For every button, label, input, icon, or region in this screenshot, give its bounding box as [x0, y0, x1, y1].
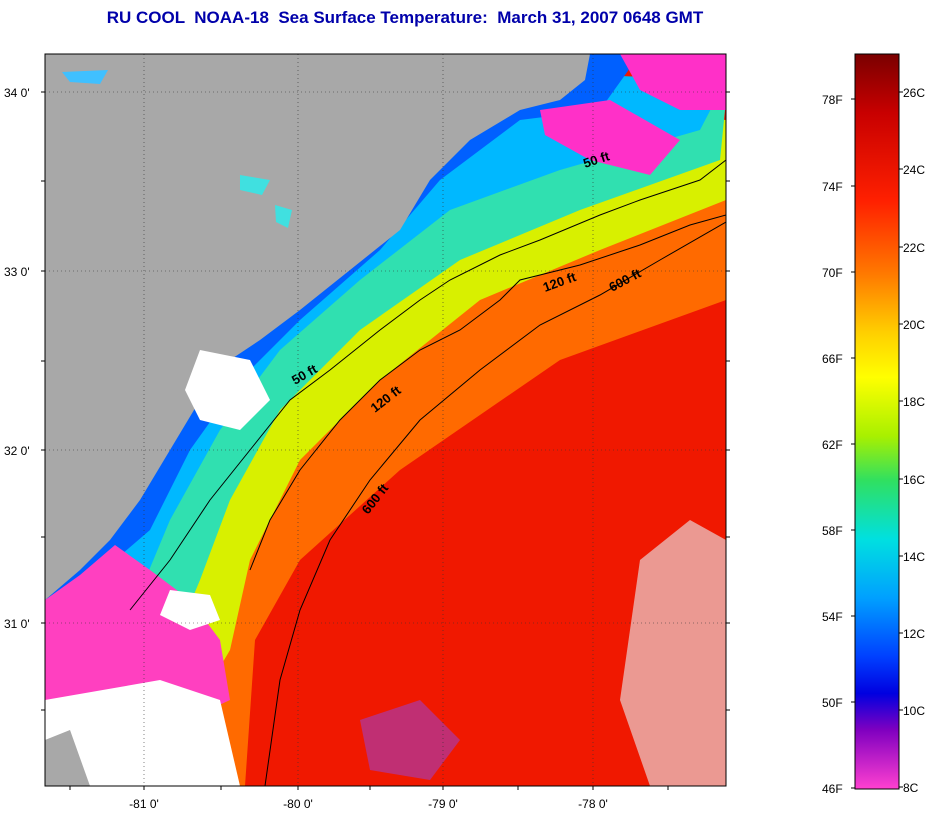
- colorbar-label-10c: 10C: [903, 704, 925, 718]
- lon-label-81: -81 0': [129, 797, 159, 811]
- colorbar-label-58f: 58F: [822, 524, 843, 538]
- southern-cloud-mask: [45, 680, 240, 786]
- isobath-contours: [129, 159, 726, 786]
- cold-water-northeast: [620, 54, 726, 110]
- colorbar-label-50f: 50F: [822, 696, 843, 710]
- cloud-patch-2: [160, 590, 220, 630]
- colorbar-label-14c: 14C: [903, 550, 925, 564]
- cold-water-north: [540, 100, 680, 175]
- colorbar-label-8c: 8C: [903, 781, 919, 795]
- colorbar-label-54f: 54F: [822, 610, 843, 624]
- colorbar-label-22c: 22C: [903, 241, 925, 255]
- colorbar-label-12c: 12C: [903, 627, 925, 641]
- colorbar-ticks: [851, 91, 903, 789]
- lat-label-33: 33 0': [4, 265, 30, 279]
- inland-lake-1: [240, 175, 270, 195]
- lon-label-79: -79 0': [428, 797, 458, 811]
- colorbar-label-16c: 16C: [903, 473, 925, 487]
- cloud-patch-1: [185, 350, 270, 430]
- graticule: [45, 54, 726, 786]
- cloud-patch-east: [620, 520, 726, 786]
- colorbar-label-66f: 66F: [822, 352, 843, 366]
- map-area: 50 ft 120 ft 600 ft 50 ft 120 ft 600 ft: [45, 54, 726, 786]
- colorbar-label-74f: 74F: [822, 180, 843, 194]
- contour-600ft: [264, 221, 726, 786]
- lon-label-80: -80 0': [283, 797, 313, 811]
- colorbar-label-24c: 24C: [903, 163, 925, 177]
- colorbar-label-62f: 62F: [822, 438, 843, 452]
- colorbar-label-20c: 20C: [903, 318, 925, 332]
- land-mass: [45, 54, 590, 600]
- contour-50ft: [129, 159, 726, 611]
- lat-label-32: 32 0': [4, 444, 30, 458]
- colorbar: [854, 53, 900, 790]
- lat-label-34: 34 0': [4, 86, 30, 100]
- lon-label-78: -78 0': [578, 797, 608, 811]
- lat-label-31: 31 0': [4, 617, 30, 631]
- colorbar-label-18c: 18C: [903, 395, 925, 409]
- colorbar-label-46f: 46F: [822, 782, 843, 796]
- colorbar-label-26c: 26C: [903, 86, 925, 100]
- colorbar-label-78f: 78F: [822, 93, 843, 107]
- colorbar-label-70f: 70F: [822, 266, 843, 280]
- southern-land-corner: [45, 730, 90, 786]
- cloud-patch-south: [360, 700, 460, 780]
- map-border: [44, 53, 727, 787]
- contour-120ft: [249, 214, 726, 571]
- axis-ticks: [41, 91, 730, 790]
- chart-title: RU COOL NOAA-18 Sea Surface Temperature:…: [106, 8, 704, 27]
- inland-lake-2: [275, 205, 292, 228]
- inland-lake-3: [62, 70, 108, 84]
